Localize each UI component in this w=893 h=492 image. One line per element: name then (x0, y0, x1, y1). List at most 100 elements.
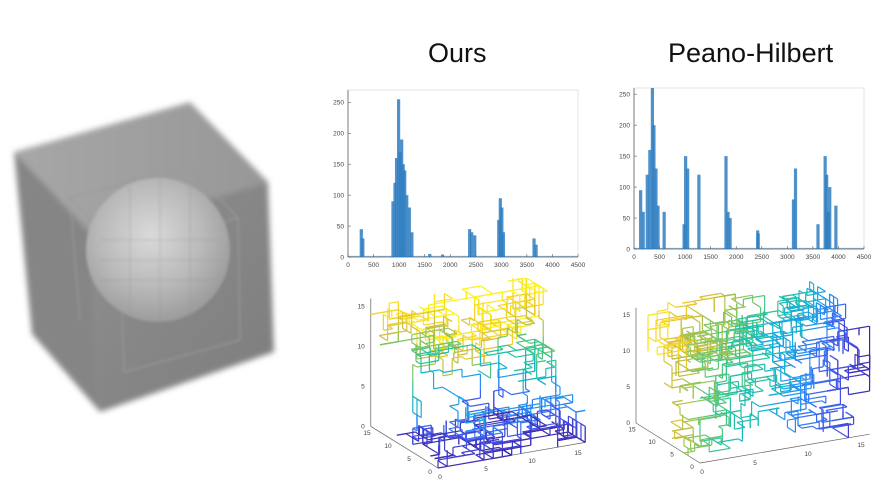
curve-segment (477, 318, 497, 323)
curve-segment (515, 315, 525, 318)
curve-segment (571, 408, 577, 413)
curve-segment (793, 382, 816, 388)
curve-segment (479, 432, 485, 437)
curve-segment (789, 398, 799, 405)
histogram-bar (834, 205, 838, 249)
curve-segment (542, 351, 552, 359)
histogram-bar (403, 170, 407, 257)
curve-segment (773, 366, 783, 373)
curve-segment (461, 400, 471, 407)
curve-segment (416, 350, 436, 355)
curve-segment (711, 435, 723, 439)
curve-segment (497, 417, 503, 421)
curve-segment (453, 350, 464, 354)
curve-segment (475, 414, 494, 419)
curve-segment (526, 426, 532, 430)
curve-segment (744, 376, 767, 381)
curve-segments (647, 280, 871, 457)
curve-segment (829, 403, 841, 407)
curve-segment (813, 319, 818, 324)
curve-segment (663, 335, 686, 341)
curve-segment (670, 421, 679, 428)
curve-segment (743, 334, 752, 341)
curve-segment (740, 402, 746, 407)
curve-segment (568, 415, 578, 422)
curve-segment (747, 324, 759, 328)
x-tick-label: 2500 (755, 254, 770, 261)
curve-segment (777, 313, 789, 317)
curve-segment (674, 436, 686, 440)
curve-segment (525, 322, 535, 326)
curve-segment (444, 293, 454, 300)
curve-segment (414, 438, 419, 442)
curve-segment (772, 330, 784, 334)
curve-segment (480, 362, 499, 367)
curve-segment (506, 311, 516, 318)
curve-segment (826, 343, 836, 350)
curve-segment (516, 340, 526, 343)
curve-segment (507, 278, 527, 282)
curve-segment (481, 337, 491, 341)
curve-segment (488, 351, 508, 356)
curve-segment (515, 300, 521, 305)
curve-segment (529, 414, 539, 422)
curve-segment (683, 450, 695, 454)
curve-segment (746, 329, 757, 333)
curve-segment (761, 352, 767, 356)
curve-segment (691, 367, 714, 373)
curve-segment (756, 335, 768, 339)
curve-segment (698, 415, 710, 419)
histogram-bar (470, 232, 474, 257)
curve-segment (824, 348, 836, 352)
curve-segment (728, 380, 738, 387)
curve-segment (699, 348, 711, 352)
curve-segment (821, 418, 844, 423)
curve-segment (745, 338, 751, 343)
curve-segment (718, 404, 727, 411)
curve-segment (848, 368, 870, 374)
curve-segment (522, 432, 532, 439)
curve-segment (785, 350, 797, 354)
curve-segment (423, 321, 443, 326)
curve-segment (692, 441, 702, 448)
curve-segment (765, 376, 775, 383)
curve-segment (647, 311, 670, 316)
y-axis (635, 422, 701, 464)
curve-segment (697, 334, 708, 337)
curve-segment (804, 395, 826, 401)
curve-segment (491, 337, 501, 340)
curve-segment (719, 350, 731, 354)
curve-segment (449, 418, 469, 423)
curve-segment (723, 311, 732, 318)
curve-segment (414, 431, 424, 438)
x-tick-label: 0 (632, 254, 636, 261)
curve-segment (836, 372, 841, 376)
curve-segment (694, 310, 703, 317)
curve-segment (850, 344, 860, 351)
curve-segment (858, 354, 870, 358)
curve-segment (507, 293, 527, 298)
y-tick-label: 200 (619, 122, 630, 129)
curve-segment (423, 427, 433, 430)
curve-segment (506, 318, 516, 325)
curve-segment (732, 338, 744, 342)
curve-segment (449, 421, 459, 428)
curve-segment (409, 435, 415, 440)
curve-segment (797, 342, 820, 347)
curve-segment (791, 411, 813, 417)
curve-segment (406, 312, 417, 316)
curve-segment (520, 286, 530, 290)
curve-segment (668, 311, 678, 318)
curve-segment (398, 337, 417, 343)
curve-segment (475, 451, 495, 456)
x-tick-label: 15 (574, 450, 582, 457)
curve-segment (778, 302, 784, 307)
curve-segment (420, 369, 440, 374)
histogram-bar (684, 156, 688, 249)
curve-segment (678, 372, 700, 377)
curve-segment (791, 328, 813, 334)
curve-segment (825, 298, 830, 302)
curve-segment (486, 304, 496, 311)
curve-segment (383, 337, 388, 342)
curve-segment (470, 317, 475, 322)
